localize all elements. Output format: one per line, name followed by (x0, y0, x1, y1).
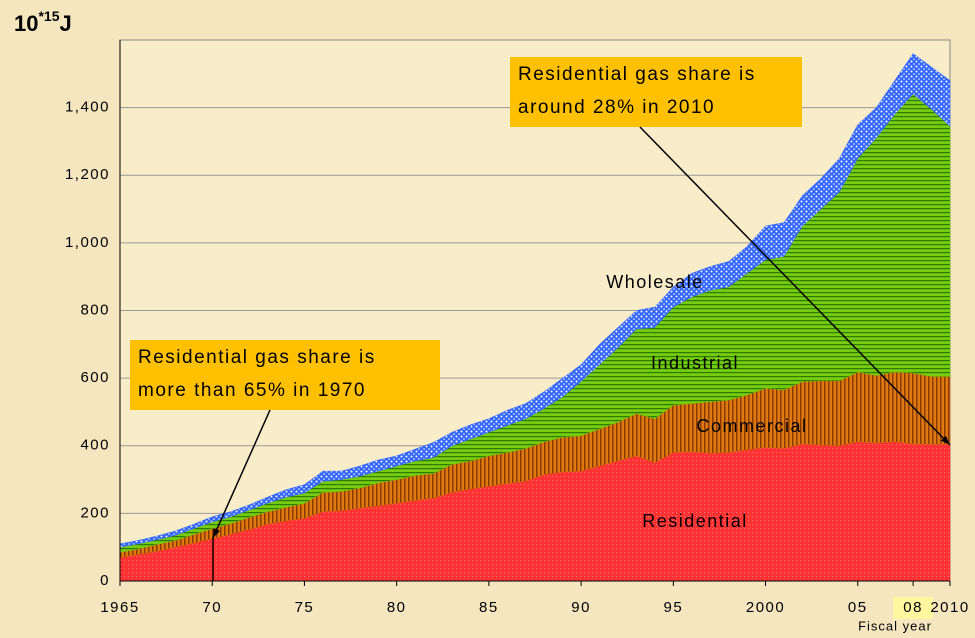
annotation-text: around 28% in 2010 (518, 97, 715, 118)
x-tick-label: 90 (571, 599, 591, 616)
annotation-box (130, 340, 440, 410)
x-tick-label: 80 (387, 599, 407, 616)
y-tick-label: 200 (80, 504, 110, 521)
x-tick-label: 08 (903, 599, 923, 616)
arrow-head (940, 435, 950, 445)
unit-suffix: J (60, 11, 72, 36)
area-wholesale (119, 53, 951, 548)
x-tick-label: 1965 (100, 599, 139, 616)
y-tick-label: 0 (100, 572, 110, 589)
y-tick-label: 1,200 (65, 166, 110, 183)
annotation-text: Residential gas share is (518, 64, 756, 85)
y-tick-label: 1,000 (65, 234, 110, 251)
y-tick-label: 800 (80, 301, 110, 318)
y-unit: 10*15J (14, 8, 72, 36)
series-label: Commercial (696, 416, 807, 436)
x-axis-label: Fiscal year (858, 618, 932, 633)
annotation-text: more than 65% in 1970 (138, 380, 366, 401)
x-tick-label: 70 (202, 599, 222, 616)
tick-highlight (893, 597, 934, 619)
unit-exponent: *15 (38, 8, 59, 24)
annotation-arrow (212, 409, 271, 539)
x-tick-label: 85 (479, 599, 499, 616)
y-tick-label: 1,400 (65, 99, 110, 116)
x-tick-label: 2010 (930, 599, 969, 616)
x-tick-label: 2000 (746, 599, 785, 616)
annotation-box (510, 57, 802, 127)
arrow-head (213, 528, 220, 538)
series-label: Industrial (651, 353, 739, 373)
annotation-text: Residential gas share is (138, 347, 376, 368)
series-label: Residential (642, 511, 748, 531)
annotation-arrow (639, 126, 951, 446)
unit-base: 10 (14, 11, 38, 36)
x-tick-label: 05 (848, 599, 868, 616)
series-label: Wholesale (606, 272, 704, 292)
y-tick-label: 400 (80, 437, 110, 454)
x-tick-label: 95 (663, 599, 683, 616)
x-tick-label: 75 (295, 599, 315, 616)
y-tick-label: 600 (80, 369, 110, 386)
